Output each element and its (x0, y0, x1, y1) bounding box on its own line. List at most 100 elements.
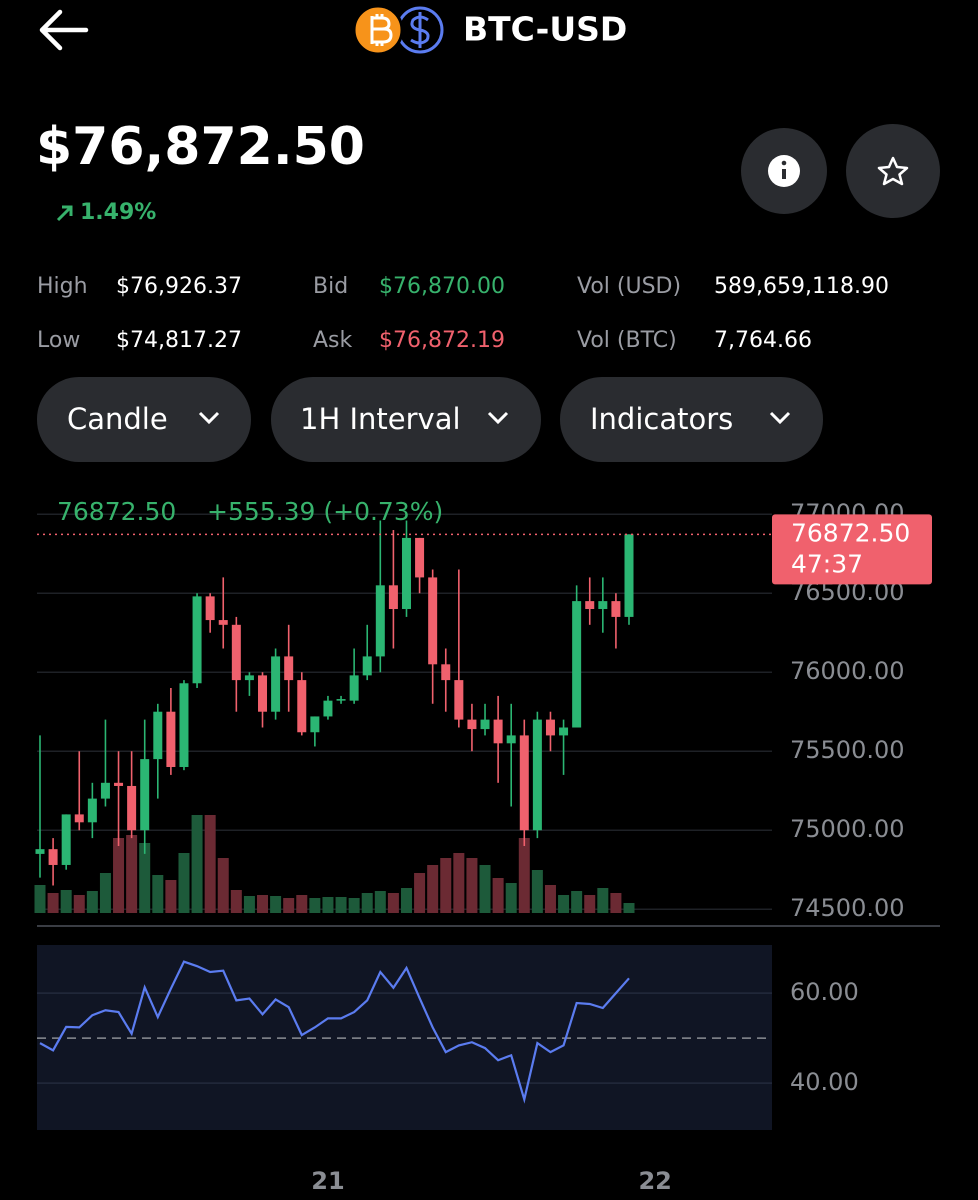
candle-body (336, 699, 346, 701)
volume-bar (531, 870, 543, 913)
chart-type-dropdown[interactable]: Candle (37, 377, 251, 462)
change: 1.49% (80, 200, 156, 225)
volume-bar (361, 893, 373, 913)
stat-value: $76,926.37 (116, 274, 242, 299)
candle-body (87, 798, 97, 823)
volume-bar (139, 843, 151, 913)
volume-bar (34, 885, 46, 913)
candle-body (140, 759, 150, 831)
stat-label: Vol (USD) (577, 274, 681, 299)
candle-body (362, 656, 372, 676)
volume-bar (492, 878, 504, 913)
coin-icons (352, 4, 444, 56)
dropdown-label: 1H Interval (300, 402, 461, 436)
candle-body (375, 585, 385, 657)
candle-body (532, 719, 542, 831)
volume-bar (374, 891, 386, 913)
y-tick-label: 76000.00 (790, 657, 905, 685)
candle-body (467, 719, 477, 730)
up-arrow-icon (56, 205, 73, 222)
candle-body (323, 700, 333, 717)
volume-bar (283, 898, 295, 913)
y-tick-label: 75500.00 (790, 736, 905, 764)
candle-body (258, 675, 268, 712)
candle-body (480, 719, 490, 730)
interval-dropdown[interactable]: 1H Interval (271, 377, 541, 462)
volume-bar (427, 865, 439, 913)
candle-body (415, 537, 425, 578)
candle-body (179, 683, 189, 768)
stat-label: Vol (BTC) (577, 328, 677, 353)
stat-value: 589,659,118.90 (714, 274, 889, 299)
volume-bar (309, 898, 321, 913)
candle-body (153, 711, 163, 760)
stat-label: Bid (313, 274, 348, 299)
price: $76,872.50 (36, 117, 365, 177)
volume-bar (165, 880, 177, 913)
volume-bar (610, 893, 622, 913)
volume-bar (152, 875, 164, 913)
candle-body (572, 601, 582, 728)
x-tick-label: 22 (638, 1167, 671, 1195)
volume-bar (466, 858, 478, 913)
candle-body (271, 656, 281, 712)
last-price-tag (772, 514, 932, 585)
volume-bar (99, 873, 111, 913)
volume-bar (623, 903, 635, 913)
volume-bar (387, 893, 399, 913)
candle-body (166, 711, 176, 768)
volume-bar (453, 853, 465, 913)
candle-body (388, 585, 398, 610)
stat-value: $76,870.00 (379, 274, 505, 299)
volume-bar (126, 835, 138, 913)
watchlist-button[interactable] (846, 124, 940, 218)
rsi-line (39, 960, 630, 1104)
volume-bar (558, 895, 570, 913)
volume-bar (60, 890, 72, 913)
volume-bar (335, 897, 347, 913)
dropdown-label: Indicators (590, 402, 733, 436)
candle-body (559, 727, 569, 736)
volume-bar (217, 858, 229, 913)
candle-body (310, 716, 320, 733)
volume-bar (544, 885, 556, 913)
candle-body (428, 577, 438, 665)
volume-bar (113, 838, 125, 913)
volume-bar (230, 890, 242, 913)
candle-body (100, 782, 110, 799)
volume-bar (440, 858, 452, 913)
candle-body (231, 624, 241, 681)
volume-bar (86, 891, 98, 913)
volume-bar (571, 891, 583, 913)
candle-body (205, 596, 215, 621)
candle-body (74, 814, 84, 823)
volume-bar (191, 815, 203, 913)
candle-body (519, 735, 529, 831)
dropdown-label: Candle (67, 402, 168, 436)
volume-bar (518, 838, 530, 913)
volume-bar (47, 893, 59, 913)
candle-body (61, 814, 71, 865)
candle-body (297, 680, 307, 733)
y-tick-label: 40.00 (790, 1068, 859, 1096)
back-button[interactable] (39, 9, 89, 51)
candle-body (48, 849, 58, 865)
candle-body (624, 534, 634, 617)
legend-change: +555.39 (+0.73%) (207, 497, 443, 526)
candle-body (192, 596, 202, 684)
info-button[interactable] (741, 128, 827, 214)
candle-body (218, 620, 228, 625)
stat-value: 7,764.66 (714, 328, 812, 353)
stat-value: $74,817.27 (116, 328, 242, 353)
indicators-dropdown[interactable]: Indicators (560, 377, 823, 462)
volume-bar (73, 895, 85, 913)
volume-bar (597, 888, 609, 913)
volume-bar (204, 815, 216, 913)
candle-body (401, 537, 411, 610)
candle-body (114, 782, 124, 786)
countdown: 47:37 (791, 549, 863, 578)
candle-body (585, 601, 595, 610)
candle-body (506, 735, 516, 744)
candle-body (244, 675, 254, 681)
